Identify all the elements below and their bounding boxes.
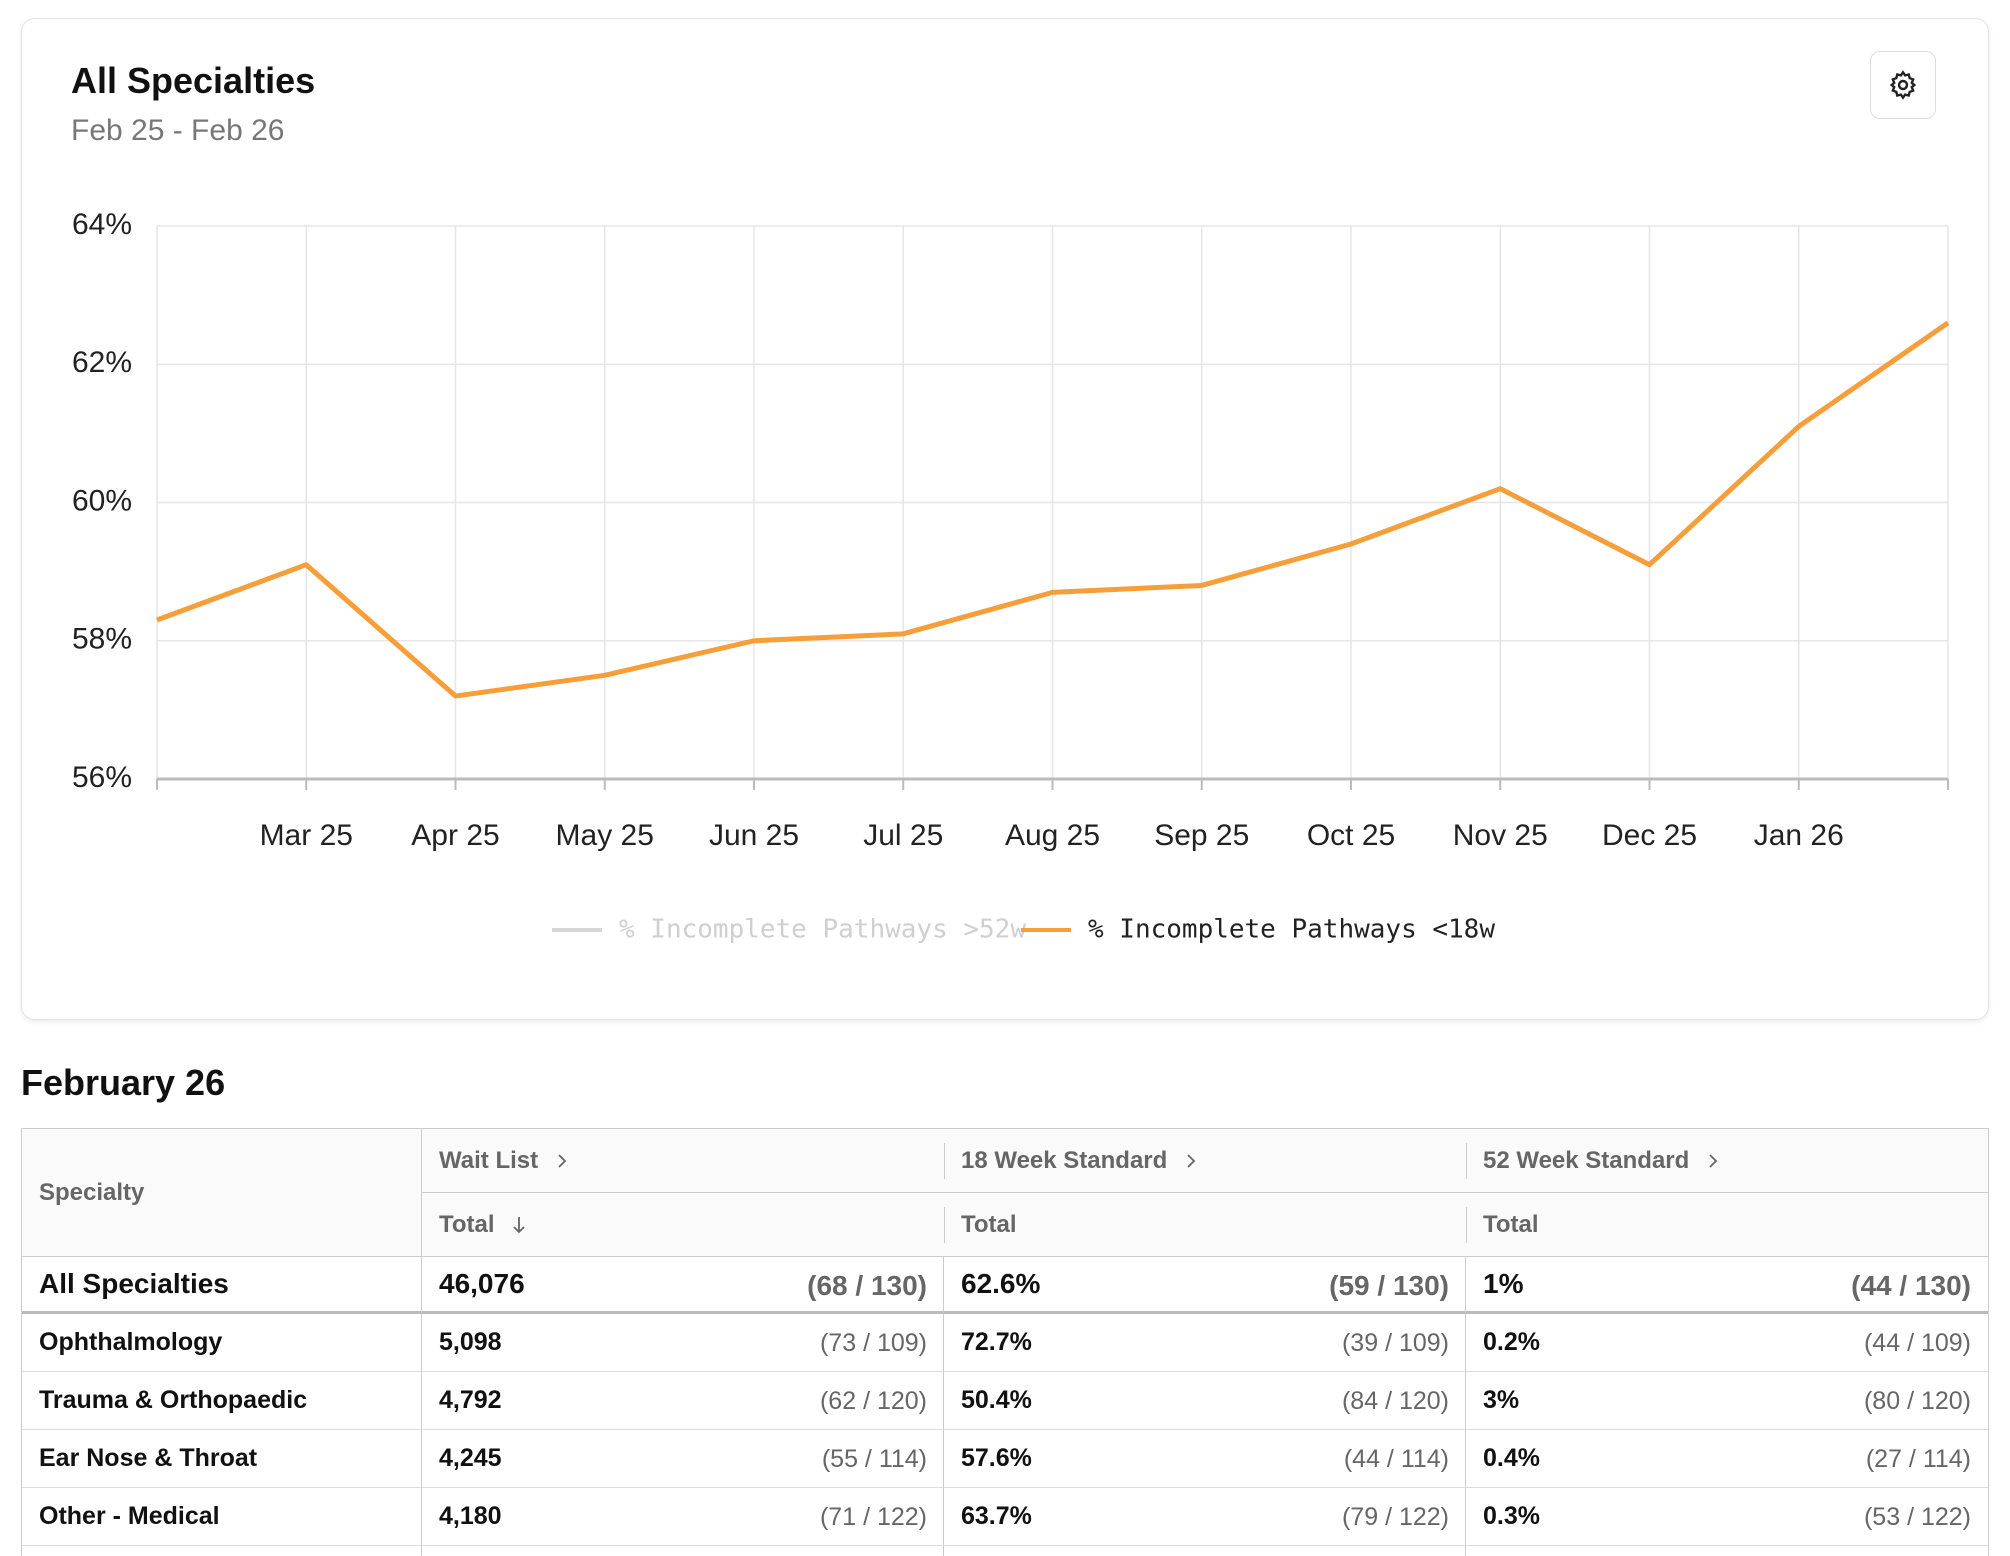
rank-cell: (68 / 130) xyxy=(807,1269,927,1301)
value-cell: 57.6% xyxy=(944,1430,1466,1488)
gear-icon xyxy=(1889,70,1917,100)
rank-cell: (27 / 114) xyxy=(1865,1444,1971,1473)
x-tick-label: Mar 25 xyxy=(260,819,353,852)
sort-arrow-icon xyxy=(512,1216,525,1233)
value-cell: 3% xyxy=(1466,1372,1988,1430)
divider xyxy=(1466,1143,1467,1179)
rank-cell: (59 / 130) xyxy=(1329,1269,1449,1301)
rank-cell: (73 / 109) xyxy=(819,1328,927,1357)
value-cell: 0.4% xyxy=(1466,1430,1988,1488)
divider xyxy=(944,1143,945,1179)
x-tick-label: Oct 25 xyxy=(1307,819,1395,852)
row-label: All Specialties xyxy=(22,1257,422,1314)
header-group[interactable]: Wait List xyxy=(422,1129,944,1193)
value-cell: 4,792 xyxy=(422,1372,944,1430)
value-cell: 1% xyxy=(1466,1257,1988,1314)
header-cell: Specialty xyxy=(22,1129,422,1257)
y-tick-label: 60% xyxy=(72,484,132,517)
row-label: Other - Medical xyxy=(22,1488,422,1546)
rank-cell: (44 / 130) xyxy=(1851,1269,1971,1301)
x-tick-label: Jun 25 xyxy=(709,819,799,852)
rank-cell: (62 / 120) xyxy=(819,1386,927,1415)
value-cell: 62.6% xyxy=(944,1257,1466,1314)
chart-subtitle: Feb 25 - Feb 26 xyxy=(71,114,285,147)
x-tick-label: Sep 25 xyxy=(1154,819,1249,852)
x-tick-label: Jan 26 xyxy=(1754,819,1844,852)
header-label: Wait List xyxy=(439,1146,539,1174)
chevron-icon xyxy=(1709,1153,1718,1168)
chart-card xyxy=(21,18,1989,1020)
row-label: Ear Nose & Throat xyxy=(22,1430,422,1488)
rank-cell: (55 / 114) xyxy=(821,1444,927,1473)
x-tick-label: Nov 25 xyxy=(1453,819,1548,852)
header-sub[interactable]: Total xyxy=(1466,1193,1988,1257)
rank-cell: (84 / 120) xyxy=(1341,1386,1449,1415)
header-sub[interactable]: Total xyxy=(944,1193,1466,1257)
header-label: Total xyxy=(1483,1210,1539,1238)
value-cell: 4,245 xyxy=(422,1430,944,1488)
table: Specialty Wait List Total 18 Week Standard T… xyxy=(21,1128,1989,1556)
divider xyxy=(944,1207,945,1243)
y-tick-label: 62% xyxy=(72,346,132,379)
rank-cell: (39 / 109) xyxy=(1341,1328,1449,1357)
table-title: February 26 xyxy=(21,1062,226,1103)
chart-title: All Specialties xyxy=(71,60,316,101)
header-group[interactable]: 18 Week Standard xyxy=(944,1129,1466,1193)
legend-label: % Incomplete Pathways >52w xyxy=(619,915,1026,945)
value-cell: 46,076 xyxy=(422,1257,944,1314)
value-cell: 0.3% xyxy=(1466,1488,1988,1546)
value-cell: 0.2% xyxy=(1466,1314,1988,1372)
header-label: 18 Week Standard xyxy=(961,1146,1168,1174)
row-label: Ophthalmology xyxy=(22,1314,422,1372)
rank-cell: (80 / 120) xyxy=(1863,1386,1971,1415)
rank-cell: (53 / 122) xyxy=(1863,1502,1971,1531)
y-tick-label: 64% xyxy=(72,208,132,241)
header-sub[interactable]: Total xyxy=(422,1193,944,1257)
y-tick-label: 56% xyxy=(72,761,132,794)
y-tick-label: 58% xyxy=(72,623,132,656)
divider xyxy=(421,1546,422,1556)
value-cell: 63.7% xyxy=(944,1488,1466,1546)
header-group[interactable]: 52 Week Standard xyxy=(1466,1129,1988,1193)
x-tick-label: Dec 25 xyxy=(1602,819,1697,852)
x-tick-label: May 25 xyxy=(556,819,654,852)
x-tick-label: Apr 25 xyxy=(411,819,499,852)
chart: 56% 58% 60% 62% 64% Mar 25 Apr 25 May 25 Jun 25 J… xyxy=(72,208,1950,945)
row-label: Trauma & Orthopaedic xyxy=(22,1372,422,1430)
value-cell: 4,180 xyxy=(422,1488,944,1546)
chevron-icon xyxy=(1187,1153,1196,1168)
rank-cell: (79 / 122) xyxy=(1341,1502,1449,1531)
rank-cell: (44 / 114) xyxy=(1343,1444,1449,1473)
settings-button[interactable] xyxy=(1870,51,1936,119)
divider xyxy=(1465,1546,1466,1556)
value-cell: 50.4% xyxy=(944,1372,1466,1430)
divider xyxy=(1466,1207,1467,1243)
value-cell: 5,098 xyxy=(422,1314,944,1372)
x-tick-label: Aug 25 xyxy=(1005,819,1100,852)
divider xyxy=(943,1546,944,1556)
chevron-icon xyxy=(558,1153,567,1168)
data-line xyxy=(156,320,1950,699)
header-label: 52 Week Standard xyxy=(1483,1146,1690,1174)
rank-cell: (44 / 109) xyxy=(1863,1328,1971,1357)
x-tick-label: Jul 25 xyxy=(863,819,943,852)
header-label: Total xyxy=(439,1210,495,1238)
legend-label: % Incomplete Pathways <18w xyxy=(1088,915,1495,945)
value-cell: 72.7% xyxy=(944,1314,1466,1372)
header-label: Total xyxy=(961,1210,1017,1238)
rank-cell: (71 / 122) xyxy=(819,1502,927,1531)
